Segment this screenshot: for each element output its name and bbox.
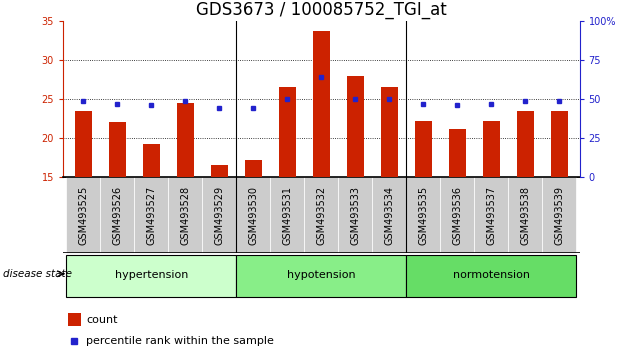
FancyBboxPatch shape (508, 177, 542, 253)
Bar (68, 313, 81, 326)
Text: hypotension: hypotension (287, 270, 355, 280)
FancyBboxPatch shape (542, 177, 576, 253)
Bar (313, 30, 329, 177)
FancyBboxPatch shape (236, 177, 270, 253)
FancyBboxPatch shape (134, 177, 168, 253)
Bar (177, 103, 194, 177)
Text: GSM493531: GSM493531 (282, 185, 292, 245)
FancyBboxPatch shape (66, 255, 236, 297)
Text: GSM493539: GSM493539 (554, 185, 564, 245)
Text: GSM493532: GSM493532 (316, 185, 326, 245)
Text: hypertension: hypertension (115, 270, 188, 280)
Text: disease state: disease state (3, 269, 72, 279)
Bar (279, 87, 296, 177)
FancyBboxPatch shape (406, 177, 440, 253)
Bar (517, 111, 534, 177)
FancyBboxPatch shape (474, 177, 508, 253)
Bar (211, 165, 228, 177)
Bar (551, 111, 568, 177)
FancyBboxPatch shape (304, 177, 338, 253)
Text: GSM493526: GSM493526 (112, 185, 122, 245)
Text: normotension: normotension (453, 270, 530, 280)
Text: GSM493537: GSM493537 (486, 185, 496, 245)
FancyBboxPatch shape (100, 177, 134, 253)
Bar (143, 144, 160, 177)
Text: GSM493530: GSM493530 (248, 185, 258, 245)
FancyBboxPatch shape (338, 177, 372, 253)
Bar (415, 121, 432, 177)
FancyBboxPatch shape (372, 177, 406, 253)
Bar (381, 87, 398, 177)
Text: percentile rank within the sample: percentile rank within the sample (86, 336, 274, 346)
Text: GSM493535: GSM493535 (418, 185, 428, 245)
Text: GSM493529: GSM493529 (214, 185, 224, 245)
FancyBboxPatch shape (168, 177, 202, 253)
Text: GSM493538: GSM493538 (520, 185, 530, 245)
Text: GSM493528: GSM493528 (180, 185, 190, 245)
Bar (346, 76, 364, 177)
FancyBboxPatch shape (202, 177, 236, 253)
Text: GSM493527: GSM493527 (146, 185, 156, 245)
Title: GDS3673 / 100085752_TGI_at: GDS3673 / 100085752_TGI_at (196, 1, 447, 18)
Text: GSM493525: GSM493525 (78, 185, 88, 245)
Text: GSM493534: GSM493534 (384, 185, 394, 245)
FancyBboxPatch shape (440, 177, 474, 253)
FancyBboxPatch shape (270, 177, 304, 253)
Text: GSM493533: GSM493533 (350, 185, 360, 245)
Text: count: count (86, 315, 118, 325)
Bar (449, 129, 466, 177)
Bar (109, 122, 126, 177)
Text: GSM493536: GSM493536 (452, 185, 462, 245)
FancyBboxPatch shape (406, 255, 576, 297)
Bar (245, 160, 262, 177)
Bar (75, 111, 92, 177)
Bar (483, 121, 500, 177)
FancyBboxPatch shape (66, 177, 100, 253)
FancyBboxPatch shape (236, 255, 406, 297)
